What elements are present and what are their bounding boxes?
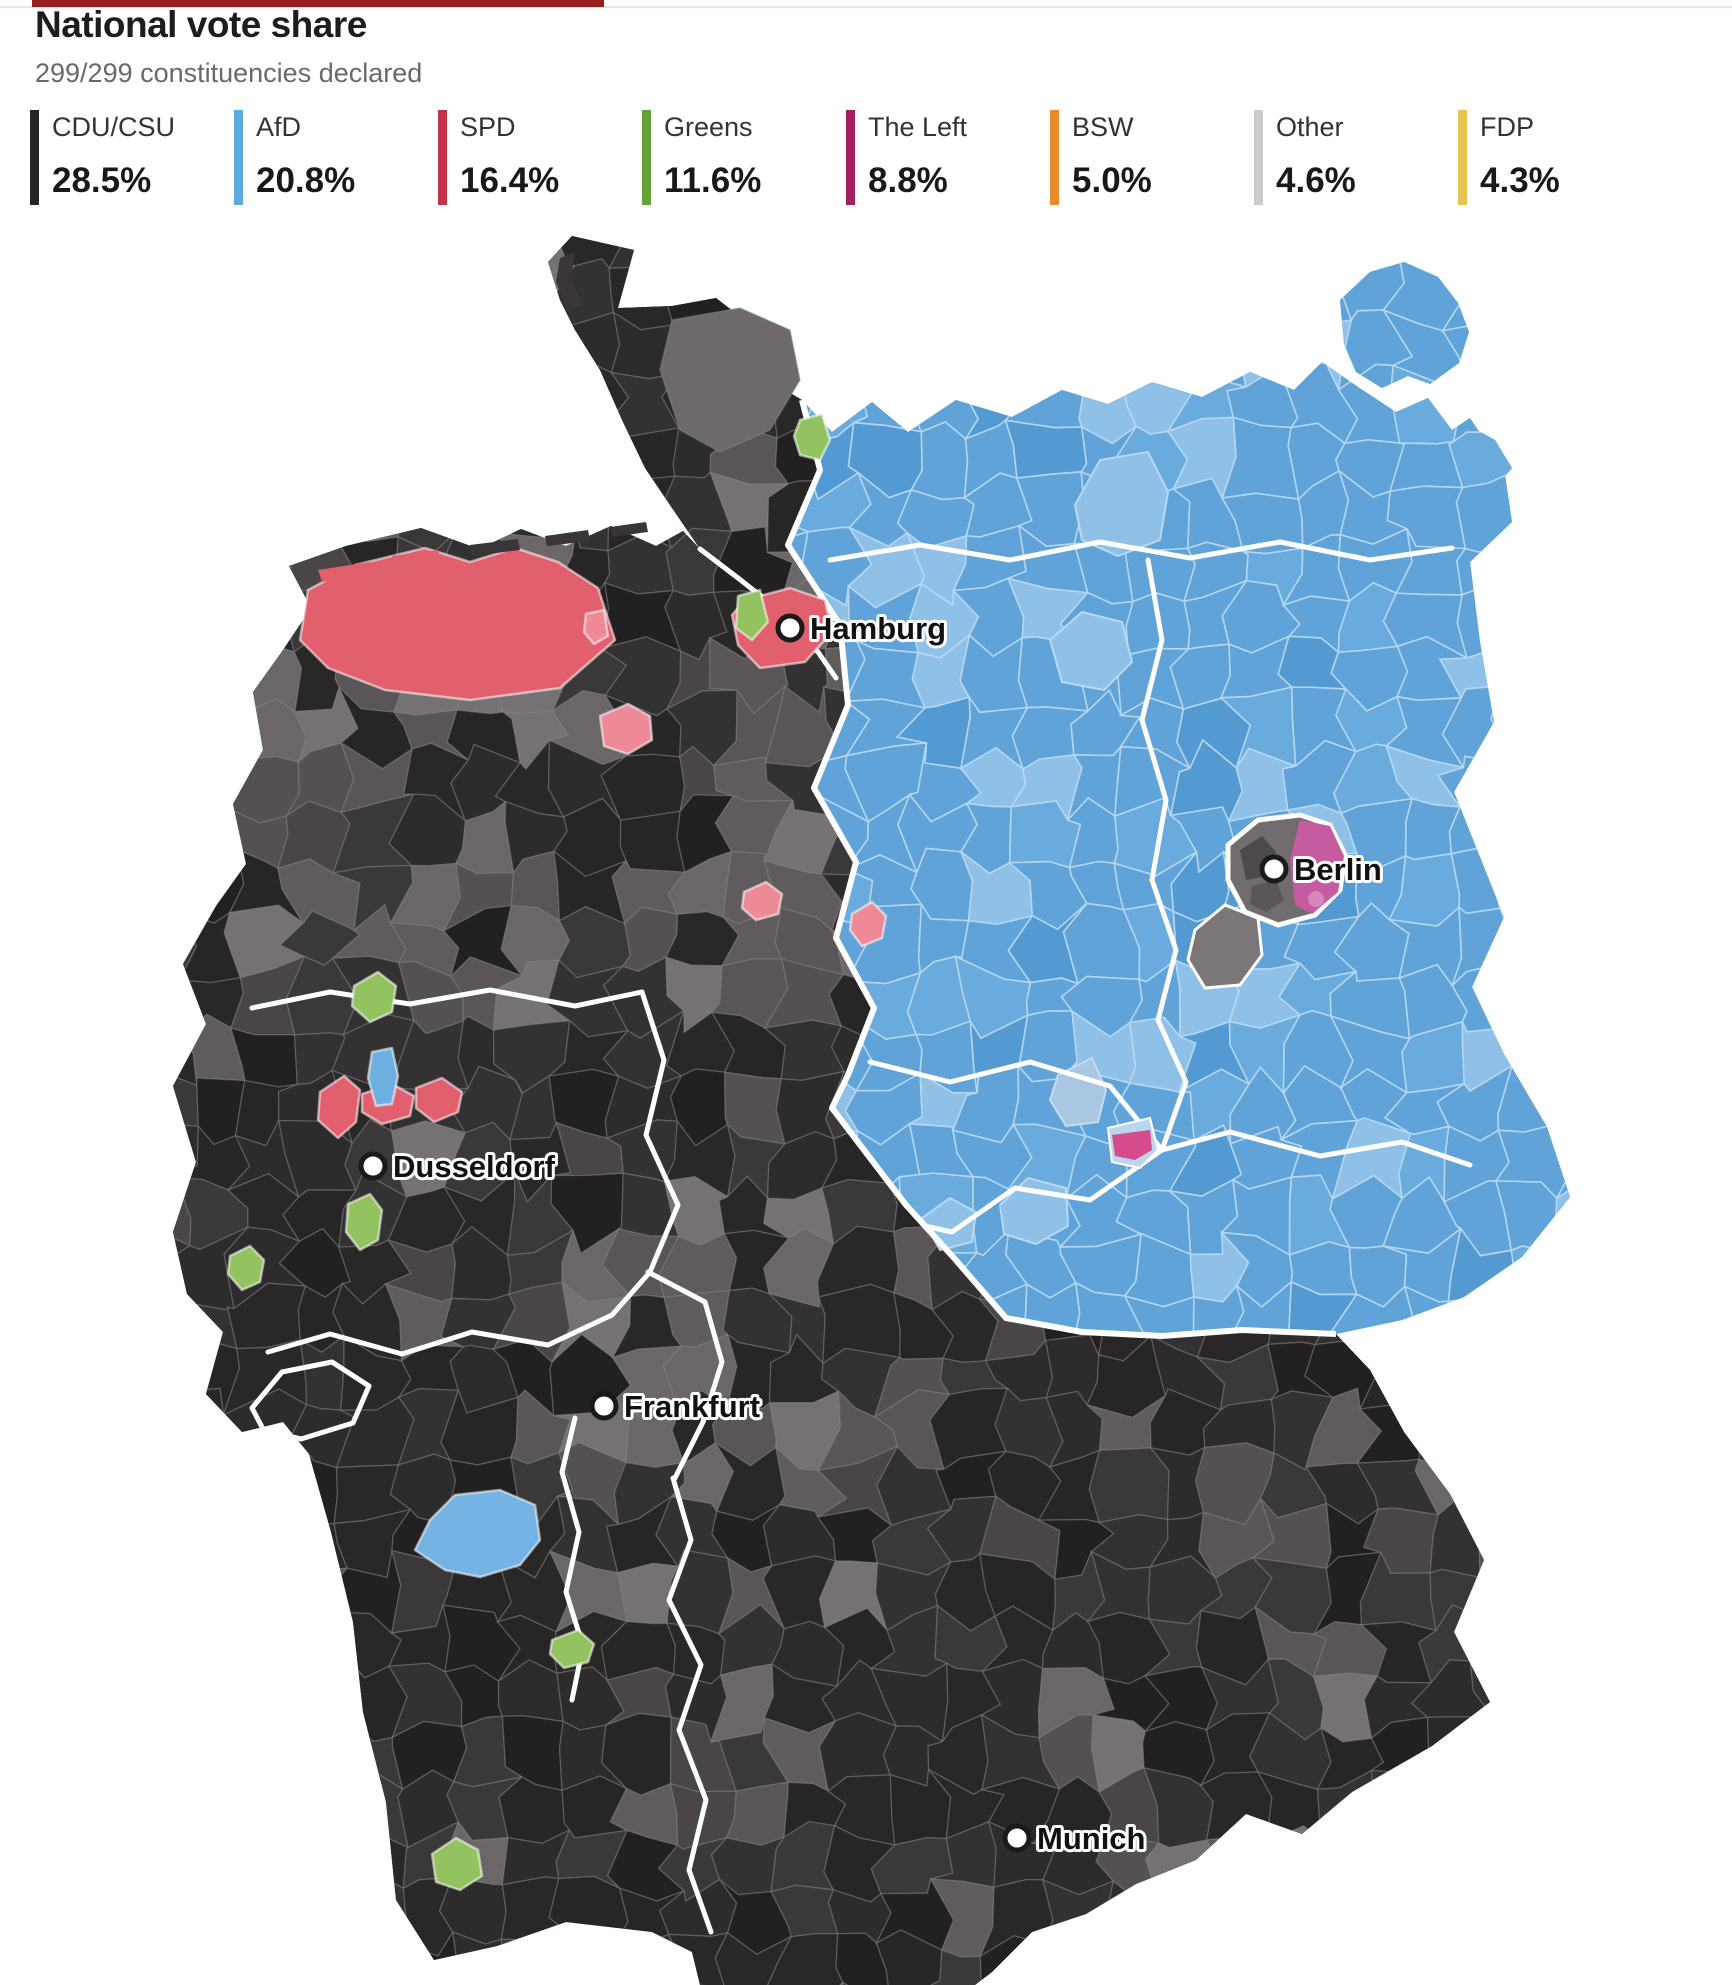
- legend-party-label: FDP: [1480, 112, 1534, 142]
- city-dusseldorf: Dusseldorf: [358, 1146, 559, 1187]
- bremen-spd: [598, 702, 654, 756]
- ruhr-afd-blue: [366, 1046, 400, 1108]
- coastal-islands: [318, 252, 648, 582]
- legend-party-label: BSW: [1072, 112, 1134, 142]
- karlsruhe-green: [548, 1628, 596, 1670]
- legend-share-value: 20.8%: [256, 161, 356, 200]
- legend-item-bsw: BSW 5.0%: [1050, 110, 1254, 205]
- legend-item-afd: AfD 20.8%: [234, 110, 438, 205]
- state-borders-west: [249, 546, 839, 1935]
- legend-party-label: The Left: [868, 112, 968, 142]
- legend-item-spd: SPD 16.4%: [438, 110, 642, 205]
- braunschweig-spd: [848, 900, 888, 948]
- legend: CDU/CSU 28.5% AfD 20.8% SPD 16.4% Greens 11.6% T…: [30, 110, 1662, 205]
- afd-light-margin-cells: [920, 450, 1170, 1252]
- ruhr-spd-c: [414, 1076, 464, 1124]
- legend-item-fdp: FDP 4.3%: [1458, 110, 1662, 205]
- state-borders-east: [827, 539, 1473, 1235]
- legend-share-value: 11.6%: [664, 161, 762, 200]
- top-rule-red-accent: [32, 0, 604, 7]
- city-label-frankfurt: Frankfurt: [624, 1389, 760, 1424]
- header: National vote share 299/299 constituenci…: [35, 4, 422, 89]
- holstein-east-green: [792, 412, 832, 462]
- legend-color-bar: [1254, 110, 1263, 205]
- legend-party-label: AfD: [256, 112, 302, 142]
- legend-color-bar: [30, 110, 39, 205]
- legend-party-label: Greens: [664, 112, 753, 142]
- ruhr-spd-a: [316, 1074, 362, 1140]
- legend-share-value: 16.4%: [460, 161, 560, 200]
- inner-german-border: [785, 399, 1337, 1339]
- city-munich: Munich: [1002, 1818, 1149, 1859]
- legend-color-bar: [1050, 110, 1059, 205]
- city-label-dusseldorf: Dusseldorf: [393, 1149, 556, 1184]
- legend-color-bar: [1458, 110, 1467, 205]
- city-labels: Hamburg Berlin Dusseldorf Frankfurt Munich: [358, 608, 1385, 1859]
- city-label-berlin: Berlin: [1294, 852, 1382, 887]
- potsdam-gray-constituency: [1186, 903, 1264, 990]
- hannover-spd: [740, 880, 784, 922]
- legend-color-bar: [234, 110, 243, 205]
- cologne-green: [344, 1192, 384, 1252]
- legend-item-greens: Greens 11.6%: [642, 110, 846, 205]
- legend-share-value: 5.0%: [1072, 161, 1152, 200]
- page-subtitle: 299/299 constituencies declared: [35, 58, 423, 88]
- page-title: National vote share: [35, 4, 367, 45]
- legend-share-value: 4.3%: [1480, 161, 1560, 200]
- city-label-hamburg: Hamburg: [810, 611, 946, 646]
- legend-party-label: Other: [1276, 112, 1344, 142]
- city-label-munich: Munich: [1037, 1821, 1146, 1856]
- city-hamburg: Hamburg: [775, 608, 949, 649]
- city-frankfurt: Frankfurt: [589, 1386, 763, 1427]
- legend-item-other: Other 4.6%: [1254, 110, 1458, 205]
- aachen-green: [226, 1244, 266, 1292]
- city-berlin: Berlin: [1259, 849, 1385, 890]
- legend-share-value: 28.5%: [52, 161, 152, 200]
- leipzig-left-constituency: [1106, 1116, 1160, 1170]
- legend-color-bar: [846, 110, 855, 205]
- legend-item-cdu-csu: CDU/CSU 28.5%: [30, 110, 234, 205]
- legend-share-value: 8.8%: [868, 161, 948, 200]
- freiburg-green: [430, 1836, 484, 1892]
- muenster-green: [350, 970, 398, 1024]
- legend-party-label: SPD: [460, 112, 516, 142]
- legend-item-the-left: The Left 8.8%: [846, 110, 1050, 205]
- legend-party-label: CDU/CSU: [52, 112, 176, 142]
- schleswig-mid-gray-cell: [659, 307, 801, 453]
- hamburg-green: [734, 588, 770, 642]
- east-frisia-spd: [298, 546, 617, 702]
- bremerhaven-spd: [582, 608, 610, 646]
- legend-share-value: 4.6%: [1276, 161, 1356, 200]
- top-rule: [0, 6, 1732, 8]
- kaiserslautern-afd: [413, 1488, 542, 1579]
- legend-color-bar: [438, 110, 447, 205]
- legend-color-bar: [642, 110, 651, 205]
